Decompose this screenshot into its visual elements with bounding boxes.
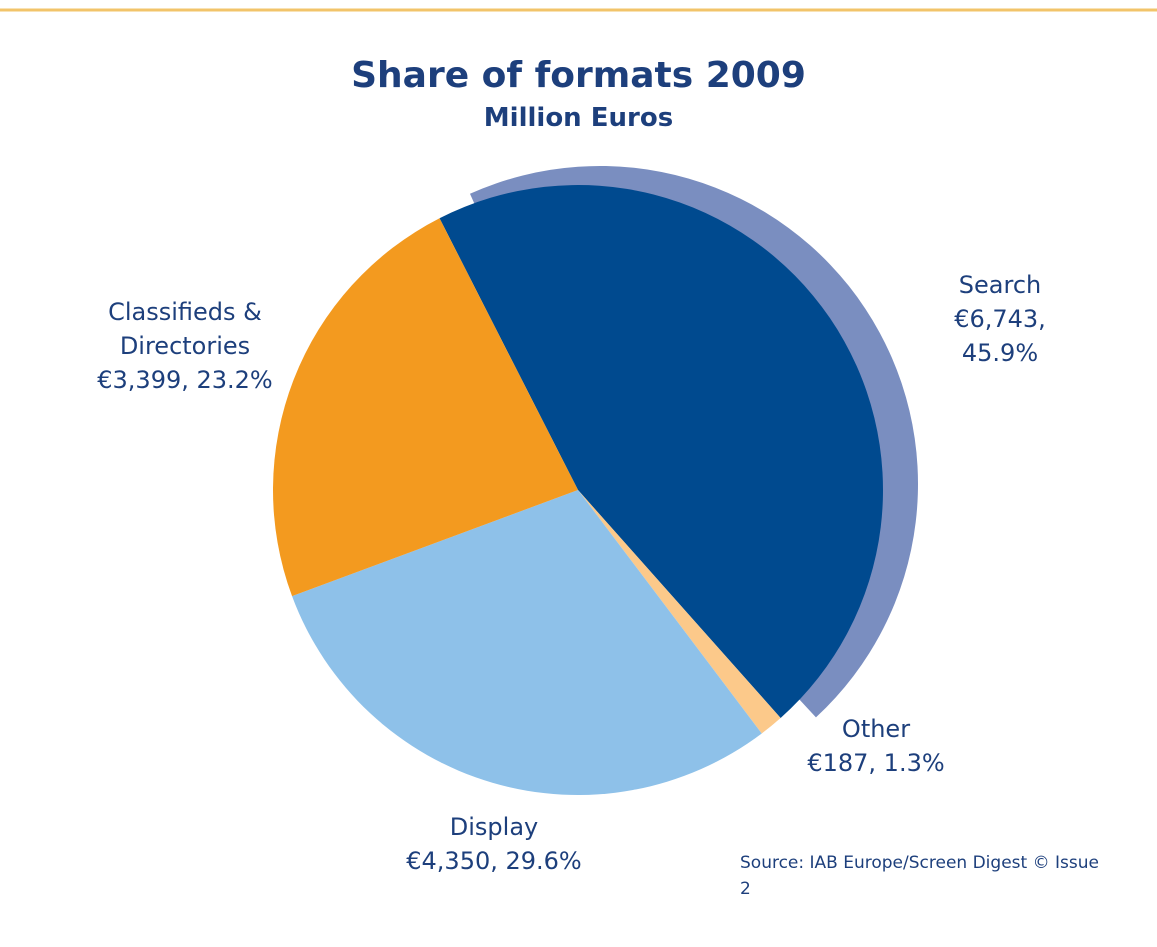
slice-value-label: €6,743, 45.9% (954, 305, 1046, 367)
slice-value-label: €187, 1.3% (807, 749, 945, 777)
slice (439, 185, 883, 718)
slice-label: Search (958, 271, 1042, 299)
slice (578, 490, 781, 734)
slice-value-label: €4,350, 29.6% (406, 847, 582, 875)
slice-label: Classifieds & Directories (108, 298, 262, 360)
slice (273, 218, 578, 597)
chart-title: Share of formats 2009 (351, 55, 806, 96)
slice-value-label: €3,399, 23.2% (97, 366, 273, 394)
chart-subtitle: Million Euros (483, 103, 674, 133)
slice-label: Other (841, 715, 911, 743)
slice-label: Display (449, 813, 539, 841)
source-note: Source: IAB Europe/Screen Digest © Issue… (740, 853, 1099, 899)
slice (292, 490, 762, 795)
